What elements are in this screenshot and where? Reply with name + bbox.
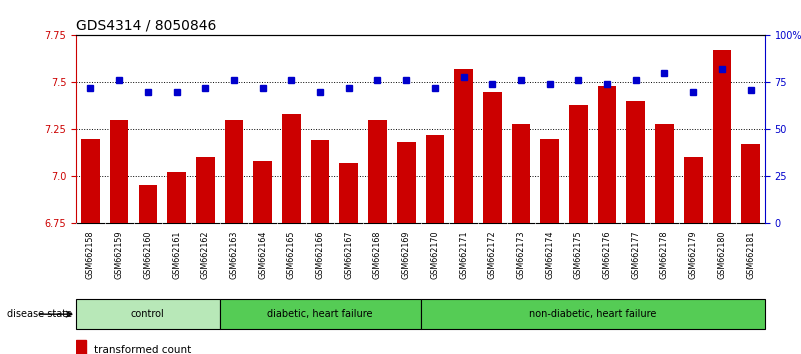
- Bar: [421, 299, 765, 329]
- Text: GSM662158: GSM662158: [86, 231, 95, 279]
- Bar: [425, 135, 445, 223]
- Bar: [512, 124, 530, 223]
- Text: GSM662169: GSM662169: [401, 231, 411, 279]
- Text: GSM662165: GSM662165: [287, 231, 296, 279]
- Text: GSM662181: GSM662181: [746, 231, 755, 279]
- Text: GSM662180: GSM662180: [718, 231, 727, 279]
- Bar: [139, 185, 157, 223]
- Text: GSM662179: GSM662179: [689, 231, 698, 279]
- Bar: [282, 114, 300, 223]
- Bar: [454, 69, 473, 223]
- Bar: [483, 92, 501, 223]
- Text: GSM662177: GSM662177: [631, 231, 640, 279]
- Bar: [311, 141, 329, 223]
- Bar: [219, 299, 421, 329]
- Text: GSM662173: GSM662173: [517, 231, 525, 279]
- Text: GSM662175: GSM662175: [574, 231, 583, 279]
- Bar: [569, 105, 588, 223]
- Text: GDS4314 / 8050846: GDS4314 / 8050846: [76, 19, 216, 33]
- Bar: [626, 101, 645, 223]
- Bar: [396, 142, 416, 223]
- Text: GSM662160: GSM662160: [143, 231, 152, 279]
- Bar: [541, 138, 559, 223]
- Bar: [340, 163, 358, 223]
- Bar: [368, 120, 387, 223]
- Bar: [713, 50, 731, 223]
- Bar: [684, 158, 702, 223]
- Text: GSM662164: GSM662164: [258, 231, 268, 279]
- Bar: [224, 120, 244, 223]
- Text: GSM662159: GSM662159: [115, 231, 123, 279]
- Text: GSM662174: GSM662174: [545, 231, 554, 279]
- Text: control: control: [131, 309, 165, 319]
- Text: disease state: disease state: [7, 309, 72, 319]
- Bar: [598, 86, 617, 223]
- Bar: [655, 124, 674, 223]
- Text: GSM662176: GSM662176: [602, 231, 612, 279]
- Text: non-diabetic, heart failure: non-diabetic, heart failure: [529, 309, 657, 319]
- Text: GSM662161: GSM662161: [172, 231, 181, 279]
- Bar: [741, 144, 760, 223]
- Text: GSM662170: GSM662170: [430, 231, 440, 279]
- Bar: [196, 158, 215, 223]
- Bar: [81, 138, 100, 223]
- Bar: [110, 120, 128, 223]
- Text: GSM662171: GSM662171: [459, 231, 468, 279]
- Text: GSM662172: GSM662172: [488, 231, 497, 279]
- Text: GSM662162: GSM662162: [201, 231, 210, 279]
- Text: diabetic, heart failure: diabetic, heart failure: [268, 309, 372, 319]
- Bar: [253, 161, 272, 223]
- Text: GSM662178: GSM662178: [660, 231, 669, 279]
- Bar: [76, 340, 86, 354]
- Text: GSM662167: GSM662167: [344, 231, 353, 279]
- Bar: [167, 172, 186, 223]
- Text: GSM662163: GSM662163: [229, 231, 239, 279]
- Bar: [76, 299, 219, 329]
- Text: GSM662166: GSM662166: [316, 231, 324, 279]
- Text: GSM662168: GSM662168: [373, 231, 382, 279]
- Text: transformed count: transformed count: [94, 345, 191, 354]
